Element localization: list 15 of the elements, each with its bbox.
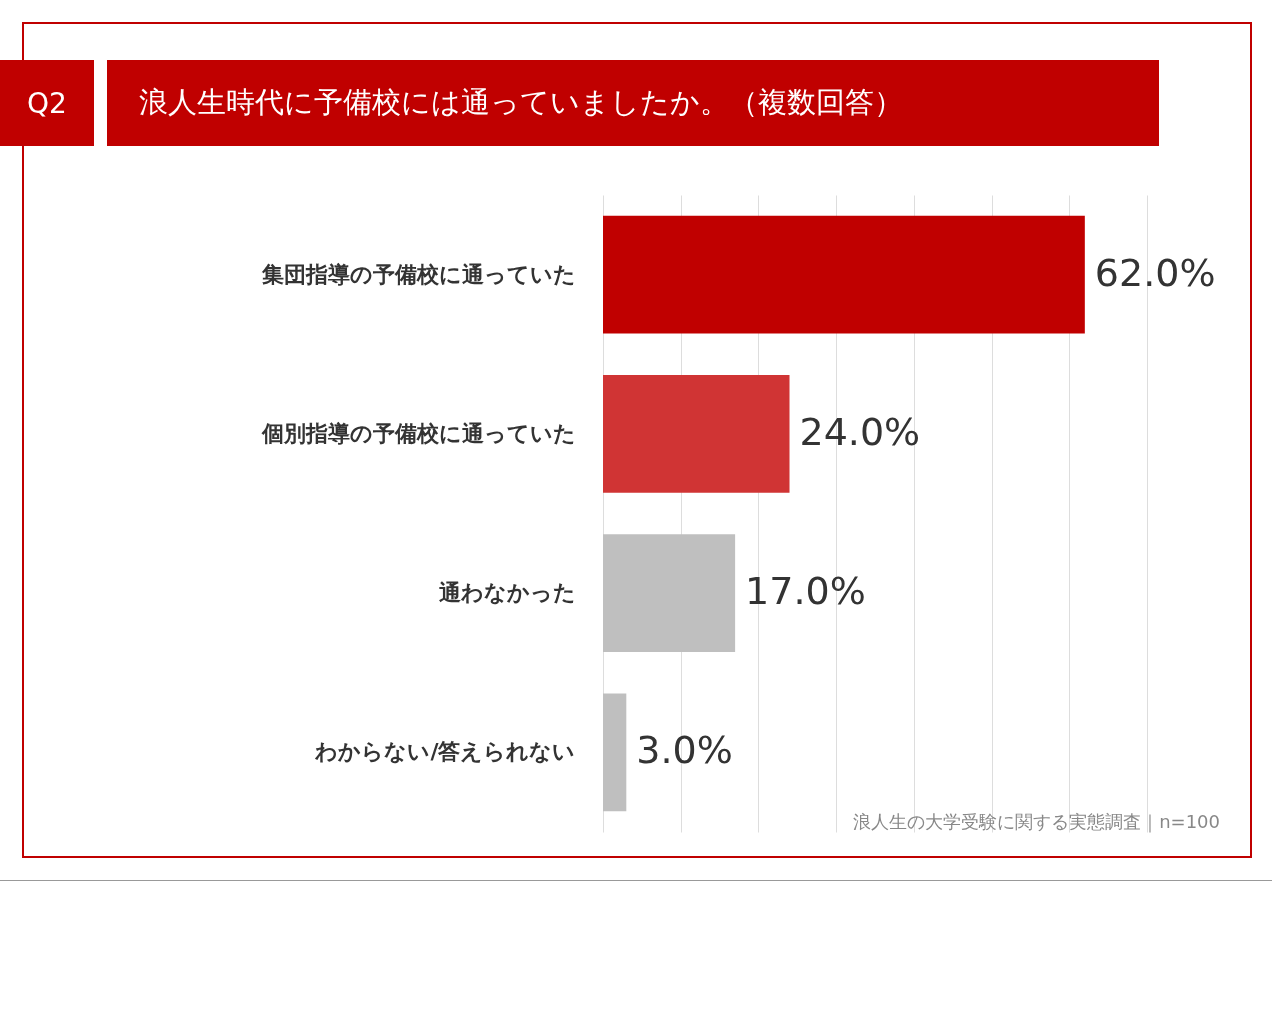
bar	[603, 215, 1085, 334]
data-label: 3.0%	[636, 728, 733, 773]
y-tick-label: 個別指導の予備校に通っていた	[260, 420, 576, 446]
text: Q2	[0, 60, 94, 146]
data-label: 17.0%	[745, 569, 866, 614]
bar	[603, 374, 790, 493]
annotation: 浪人生の大学受験に関する実態調査｜n=100	[853, 810, 1220, 834]
y-tick-label: わからない/答えられない	[314, 739, 576, 765]
bar	[603, 693, 627, 812]
data-label: 24.0%	[799, 409, 921, 454]
data-label: 62.0%	[1094, 250, 1216, 295]
y-tick-label: 通わなかった	[437, 580, 576, 606]
y-tick-label: 集団指導の予備校に通っていた	[260, 261, 576, 287]
chart-title: 浪人生時代に予備校には通っていましたか。（複数回答）	[107, 60, 1159, 146]
bar	[603, 534, 736, 653]
